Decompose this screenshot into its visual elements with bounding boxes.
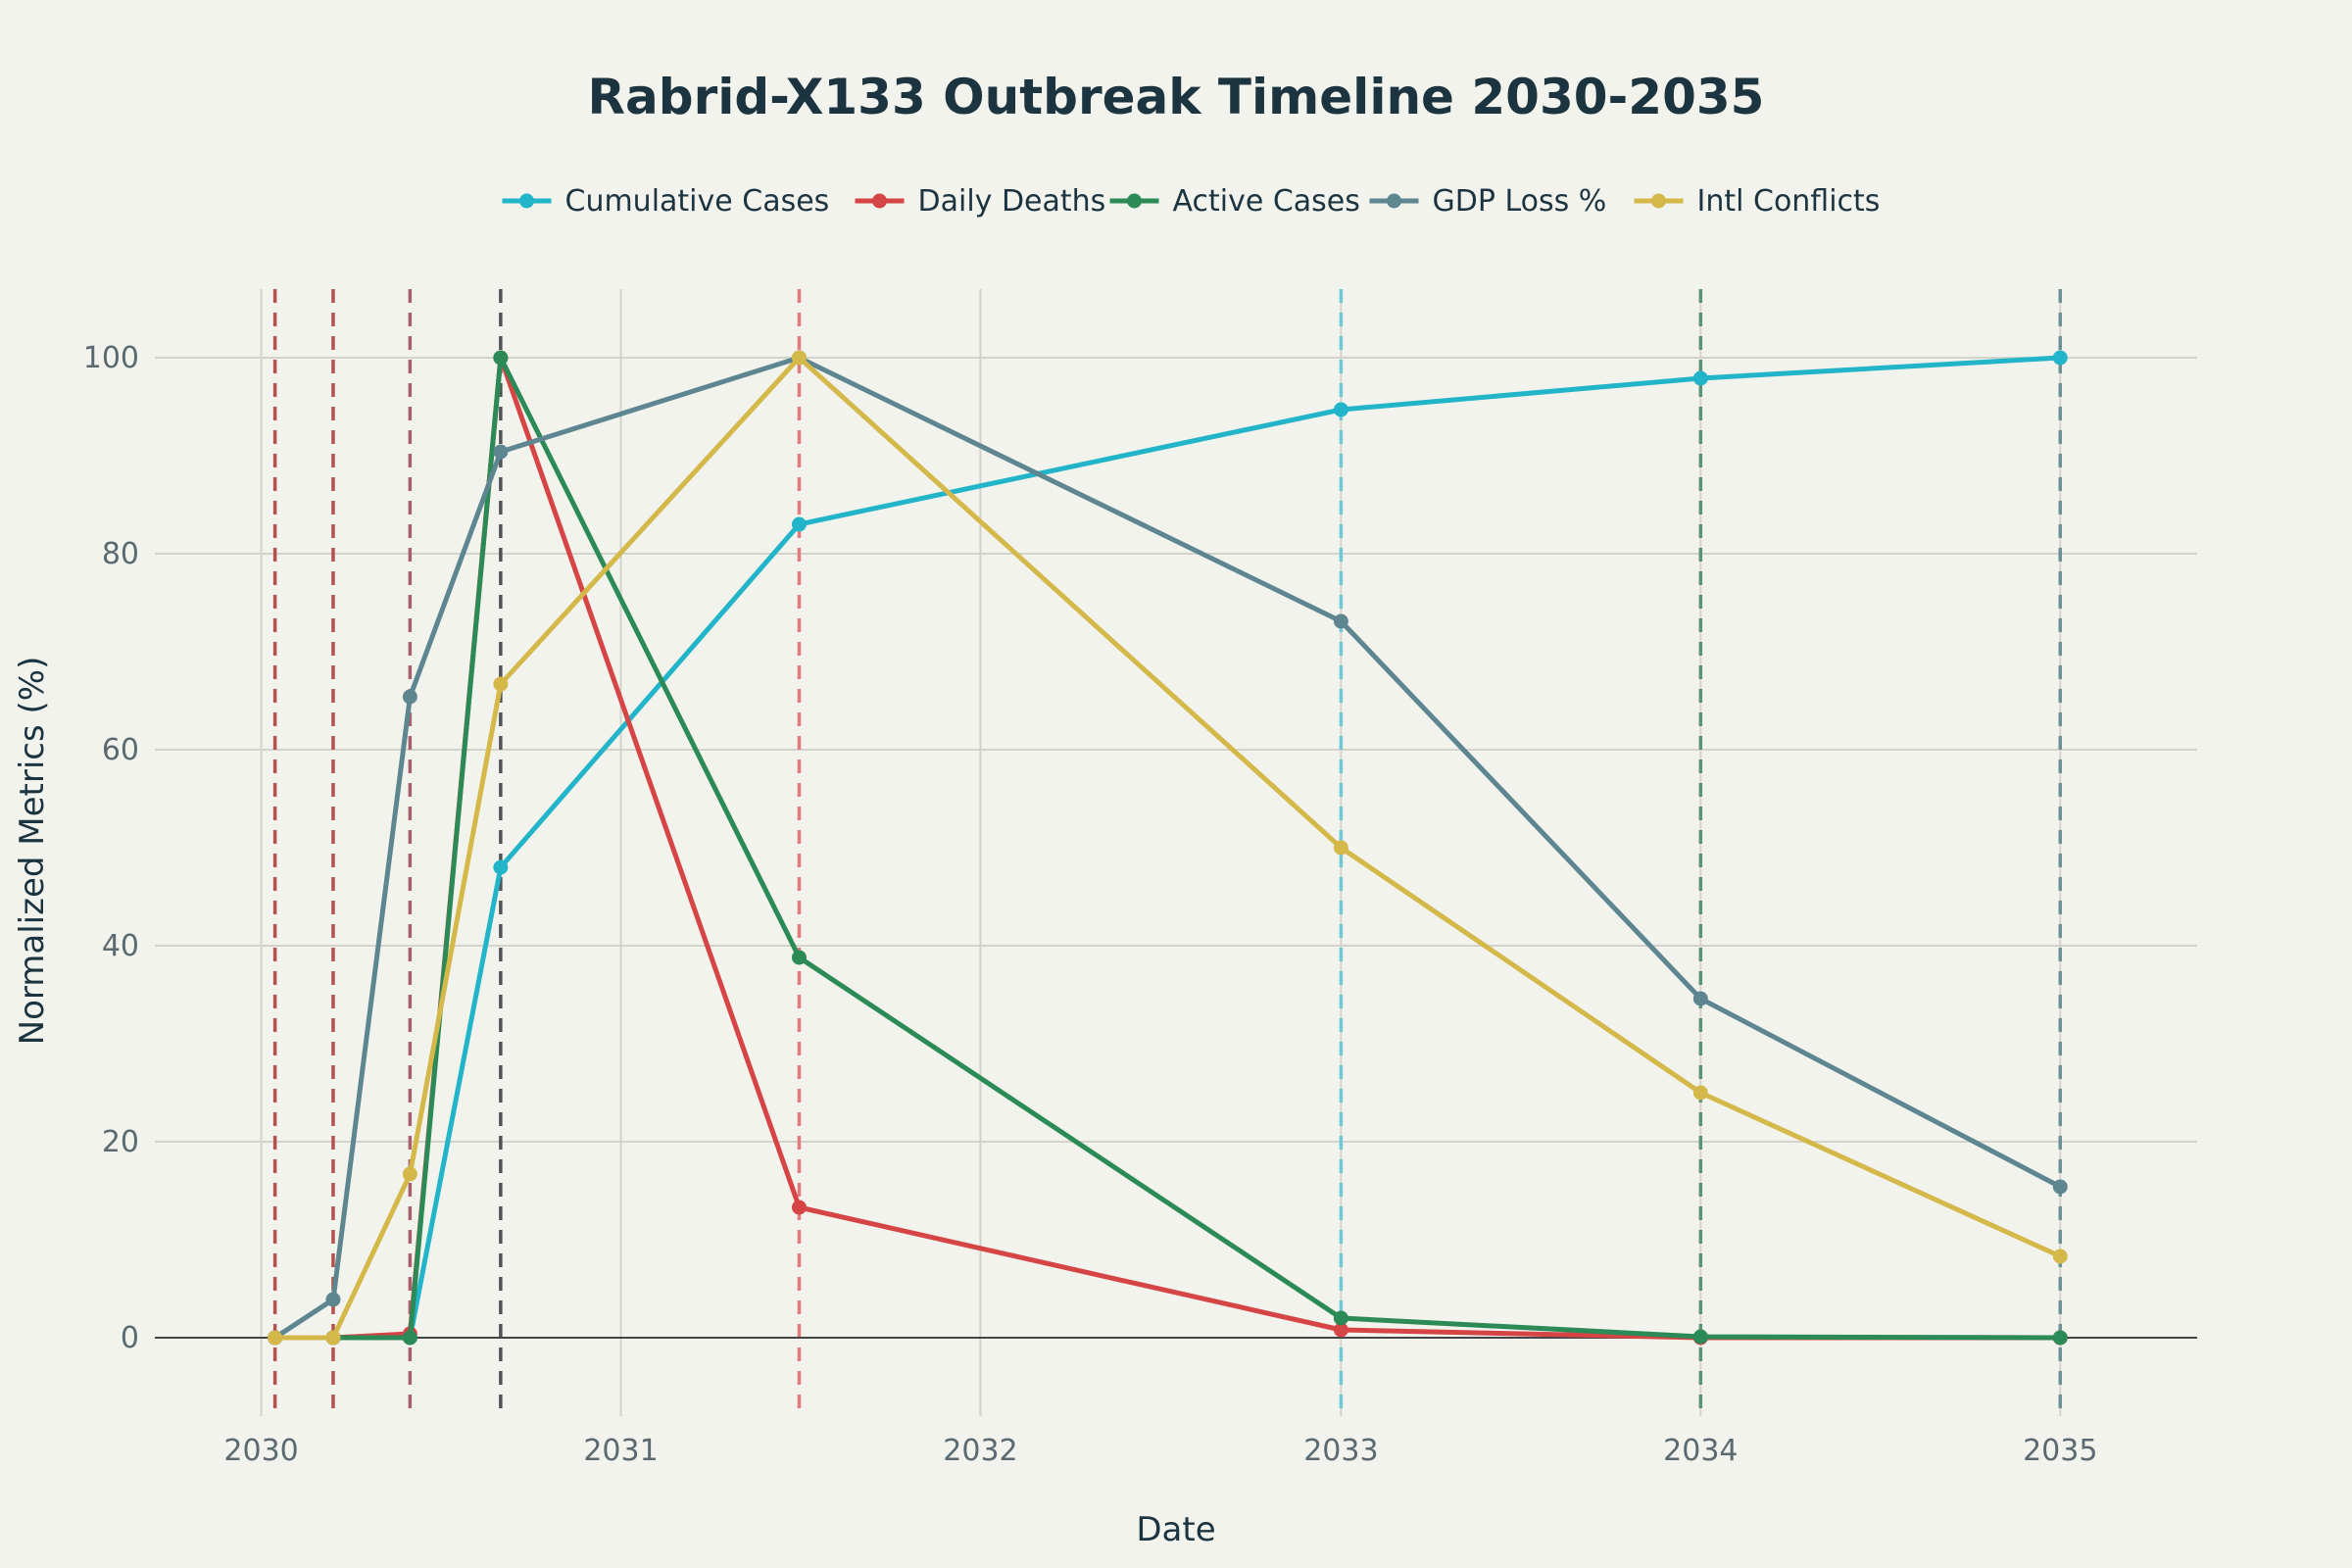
data-point [325,1292,341,1307]
data-point [493,444,509,460]
y-tick-label: 20 [102,1125,139,1159]
data-point [402,1166,417,1182]
x-tick-label: 2033 [1303,1434,1378,1468]
data-point [1692,1085,1708,1101]
x-tick-label: 2035 [2023,1434,2097,1468]
legend-swatch-marker [1387,193,1401,209]
series-line [274,355,2061,1341]
data-point [1333,1310,1348,1326]
data-point [402,689,417,705]
x-tick-label: 2030 [223,1434,298,1468]
data-point [1333,840,1348,856]
legend-label: Active Cases [1173,184,1360,219]
series-group [268,350,2068,1346]
y-tick-label: 60 [102,733,139,767]
data-point [493,676,509,692]
legend-item: Active Cases [1109,184,1360,219]
legend-swatch-marker [1127,193,1142,209]
data-point [791,350,807,366]
legend-swatch-marker [1651,193,1666,209]
legend: Cumulative Cases Daily Deaths Active Cases… [502,184,1881,219]
legend-label: Intl Conflicts [1697,184,1881,219]
y-tick-label: 40 [102,929,139,963]
x-axis-title: Date [1136,1510,1215,1549]
legend-swatch-marker [872,193,887,209]
x-axis-ticks: 2030 2031 2032 2033 2034 2035 [223,1434,2097,1468]
legend-item: Daily Deaths [855,184,1106,219]
data-point [1692,1329,1708,1345]
legend-label: Cumulative Cases [565,184,830,219]
data-point [325,1330,341,1346]
data-point [268,1330,283,1346]
data-point [1692,370,1708,386]
y-tick-label: 0 [121,1321,139,1355]
data-point [2052,1249,2068,1264]
chart-title: Rabrid-X133 Outbreak Timeline 2030-2035 [588,69,1765,125]
y-axis-title: Normalized Metrics (%) [13,657,52,1046]
data-point [2052,350,2068,366]
data-point [493,859,509,875]
data-point [1692,991,1708,1006]
legend-label: GDP Loss % [1433,184,1607,219]
series-intl-conflicts [268,350,2068,1346]
legend-item: Cumulative Cases [502,184,830,219]
legend-swatch-marker [519,193,534,209]
data-point [1333,402,1348,417]
x-tick-label: 2031 [583,1434,658,1468]
legend-label: Daily Deaths [918,184,1106,219]
data-point [2052,1179,2068,1195]
data-point [1333,613,1348,629]
data-point [791,1200,807,1215]
data-point [493,350,509,366]
legend-item: GDP Loss % [1369,184,1607,219]
data-point [791,516,807,532]
y-axis-ticks: 0 20 40 60 80 100 [83,341,139,1355]
x-tick-label: 2034 [1663,1434,1738,1468]
y-tick-label: 100 [83,341,139,375]
data-point [791,950,807,965]
series-line [274,355,2062,1341]
x-tick-label: 2032 [943,1434,1017,1468]
data-point [2052,1330,2068,1346]
series-line [273,355,2062,1341]
data-point [402,1330,417,1346]
y-tick-label: 80 [102,537,139,571]
legend-item: Intl Conflicts [1634,184,1881,219]
data-point [1333,1322,1348,1338]
